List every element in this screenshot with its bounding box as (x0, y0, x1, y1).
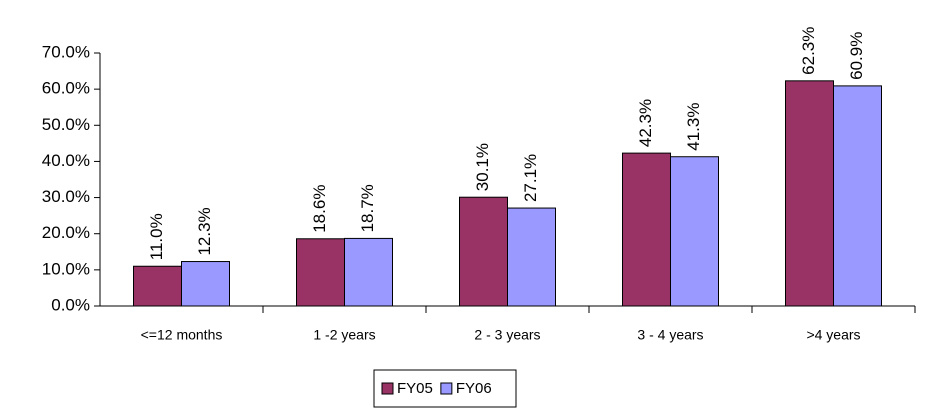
value-label: 60.9% (847, 32, 866, 80)
value-label: 18.6% (310, 185, 329, 233)
bar (670, 156, 719, 307)
y-tick-label: 40.0% (42, 151, 90, 170)
value-label: 18.7% (358, 184, 377, 232)
legend-label: FY06 (456, 380, 492, 397)
value-label: 41.3% (684, 103, 703, 151)
bar (344, 237, 393, 307)
y-tick-label: 0.0% (51, 295, 90, 314)
legend: FY05 FY06 (373, 369, 517, 408)
x-tick-label: 1 -2 years (313, 327, 375, 343)
y-tick-label: 10.0% (42, 259, 90, 278)
value-label: 42.3% (636, 99, 655, 147)
bar (833, 85, 882, 307)
value-label: 12.3% (195, 207, 214, 255)
bar (622, 152, 671, 307)
y-tick-label: 20.0% (42, 223, 90, 242)
y-tick-label: 60.0% (42, 79, 90, 98)
x-tick-label: >4 years (806, 327, 860, 343)
bar (459, 196, 508, 307)
bar (507, 207, 556, 307)
x-tick-label: <=12 months (141, 327, 223, 343)
bar (181, 261, 230, 307)
value-label: 11.0% (147, 213, 166, 260)
bar (785, 80, 834, 307)
x-tick-label: 3 - 4 years (637, 327, 703, 343)
legend-label: FY05 (397, 380, 433, 397)
bar (133, 265, 182, 307)
legend-swatch (440, 382, 453, 395)
y-tick-label: 70.0% (42, 42, 90, 61)
y-tick-label: 50.0% (42, 115, 90, 134)
x-tick-label: 2 - 3 years (474, 327, 540, 343)
bar (296, 238, 345, 307)
value-label: 27.1% (521, 154, 540, 202)
value-label: 62.3% (799, 27, 818, 75)
legend-swatch (381, 382, 394, 395)
y-tick-label: 30.0% (42, 187, 90, 206)
value-label: 30.1% (473, 143, 492, 191)
